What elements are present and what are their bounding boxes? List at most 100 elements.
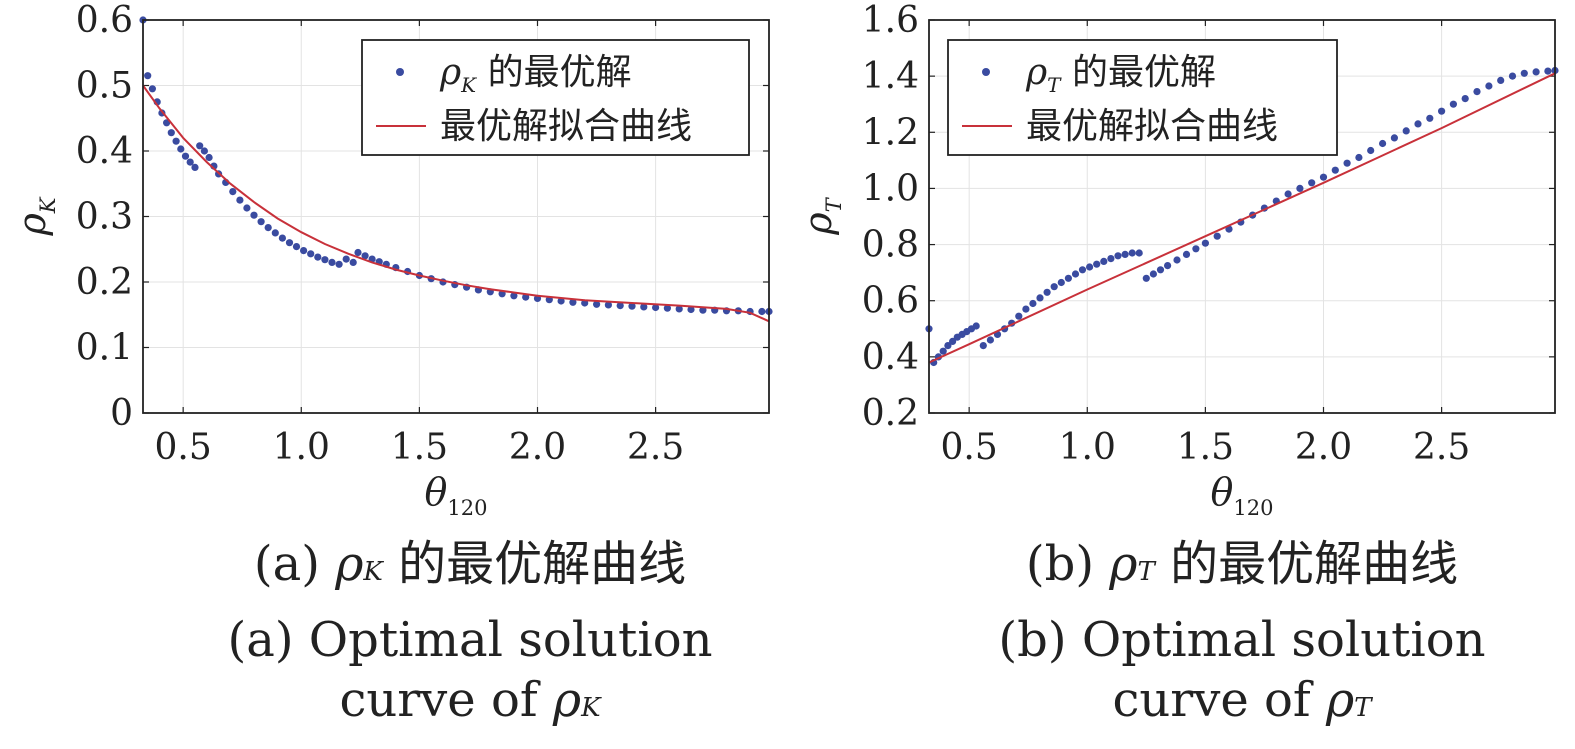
data-point xyxy=(1164,262,1172,270)
caption-b-zh-suffix: 的最优解曲线 xyxy=(1154,536,1459,592)
caption-b-zh-prefix: (b) xyxy=(1025,536,1110,592)
data-point xyxy=(1029,299,1037,308)
legend-label-points: ρT 的最优解 xyxy=(1025,52,1216,97)
data-point xyxy=(1367,146,1375,155)
data-point xyxy=(1473,88,1481,96)
data-point xyxy=(1379,139,1387,148)
data-point xyxy=(354,248,362,257)
data-point xyxy=(1414,120,1422,128)
data-point xyxy=(243,204,251,212)
data-point xyxy=(1057,278,1065,287)
fit-curve-line xyxy=(928,72,1556,364)
data-point xyxy=(1128,249,1136,257)
figure-canvas: 0.5 1.0 1.5 2.0 2.5 0 0.1 0.2 0.3 0.4 0.5 0.6 θ120 ρK… xyxy=(10,0,1559,520)
data-point xyxy=(1461,95,1469,103)
data-point xyxy=(144,72,152,80)
legend-marker-points xyxy=(982,68,990,76)
data-point xyxy=(687,305,695,314)
data-point xyxy=(1544,67,1552,75)
data-point xyxy=(1093,260,1101,268)
chart-panel-a: 0.5 1.0 1.5 2.0 2.5 0 0.1 0.2 0.3 0.4 0.5 0.6 θ120 ρK… xyxy=(10,0,773,520)
data-point xyxy=(758,307,766,316)
x-tick-label: 2.5 xyxy=(1413,427,1470,468)
data-point xyxy=(1149,270,1157,278)
x-tick-label: 1.5 xyxy=(1177,427,1234,468)
data-point xyxy=(1343,159,1351,167)
y-tick-label: 0.4 xyxy=(862,337,919,378)
y-tick-label: 1.4 xyxy=(862,56,919,97)
data-point xyxy=(1043,288,1051,296)
data-point xyxy=(604,301,613,309)
data-point xyxy=(1107,255,1115,263)
data-point xyxy=(510,292,518,300)
data-point xyxy=(616,302,624,310)
data-point xyxy=(342,255,350,263)
data-point xyxy=(1402,127,1410,135)
data-point xyxy=(328,258,336,266)
legend-label-fit: 最优解拟合曲线 xyxy=(440,106,692,147)
data-point xyxy=(1022,305,1030,313)
data-point xyxy=(1508,72,1517,80)
x-tick-label: 0.5 xyxy=(155,427,212,468)
data-point xyxy=(1438,107,1446,115)
data-point xyxy=(278,234,286,242)
data-point xyxy=(361,252,369,260)
caption-b-zh-symbol: ρ xyxy=(1109,536,1138,592)
data-point xyxy=(1078,266,1087,274)
y-tick-label: 1.0 xyxy=(862,168,919,209)
data-point xyxy=(264,224,272,232)
data-point xyxy=(285,239,294,247)
data-point xyxy=(1390,134,1398,142)
data-point xyxy=(177,145,185,153)
data-point xyxy=(652,303,660,312)
data-point xyxy=(172,137,180,145)
data-point xyxy=(167,129,175,137)
data-point xyxy=(1156,266,1165,274)
x-tick-label: 1.0 xyxy=(1059,427,1116,468)
y-tick-label: 0.2 xyxy=(862,393,919,434)
legend-box xyxy=(361,39,750,156)
x-tick-label: 1.5 xyxy=(391,427,448,468)
caption-b-en-prefix: curve of xyxy=(1112,672,1326,728)
caption-a-zh-symbol: ρ xyxy=(335,536,364,592)
y-tick-label: 0.4 xyxy=(76,131,133,172)
y-tick-label: 0 xyxy=(110,393,133,434)
x-tick-label: 1.0 xyxy=(273,427,330,468)
x-tick-label: 2.0 xyxy=(509,427,566,468)
y-tick-label: 0.6 xyxy=(862,281,919,322)
data-point xyxy=(1532,68,1540,76)
data-point xyxy=(321,256,329,264)
x-axis-label: θ120 xyxy=(1211,470,1274,520)
data-point xyxy=(257,218,265,226)
data-point xyxy=(628,302,636,310)
data-point xyxy=(1142,274,1150,282)
data-point xyxy=(979,342,987,350)
y-tick-label: 0.6 xyxy=(76,0,133,41)
caption-a-english-line2: curve of ρK xyxy=(120,670,820,738)
data-point xyxy=(349,258,357,266)
data-point xyxy=(569,298,577,306)
data-point xyxy=(229,188,237,196)
data-point xyxy=(1071,270,1080,278)
data-point xyxy=(271,229,279,237)
y-axis-label: ρT xyxy=(796,196,846,235)
data-point xyxy=(335,260,343,268)
data-point xyxy=(307,250,315,258)
data-point xyxy=(1114,252,1122,260)
caption-a-en-symbol: ρ xyxy=(552,672,582,728)
data-point xyxy=(699,306,707,314)
x-tick-label: 2.5 xyxy=(627,427,684,468)
data-point xyxy=(200,147,208,155)
data-point xyxy=(972,322,980,330)
data-point xyxy=(1520,69,1528,77)
caption-b-english-line1: (b) Optimal solution xyxy=(998,612,1486,668)
caption-a-zh-suffix: 的最优解曲线 xyxy=(382,536,687,592)
data-point xyxy=(1121,250,1129,258)
data-point xyxy=(1182,250,1191,258)
data-point xyxy=(640,303,648,311)
plot-frame xyxy=(928,19,1556,414)
x-tick-label: 2.0 xyxy=(1295,427,1352,468)
data-point xyxy=(181,152,190,160)
data-point xyxy=(236,196,244,204)
data-point xyxy=(1426,114,1434,122)
